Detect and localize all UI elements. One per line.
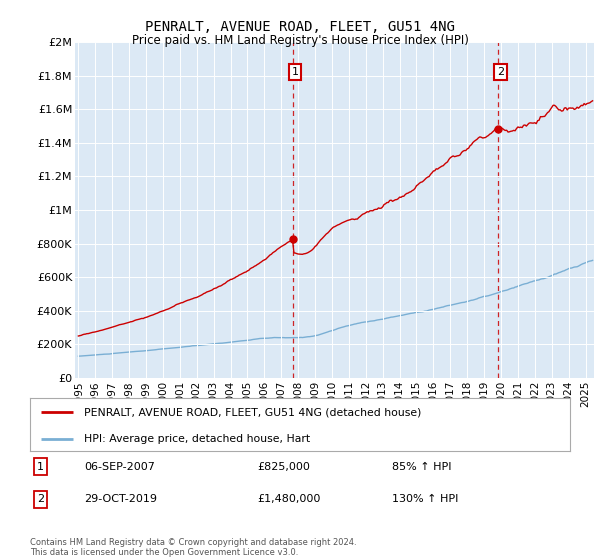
Text: Price paid vs. HM Land Registry's House Price Index (HPI): Price paid vs. HM Land Registry's House … <box>131 34 469 46</box>
Text: 2: 2 <box>37 494 44 505</box>
Text: HPI: Average price, detached house, Hart: HPI: Average price, detached house, Hart <box>84 434 310 444</box>
Text: PENRALT, AVENUE ROAD, FLEET, GU51 4NG (detached house): PENRALT, AVENUE ROAD, FLEET, GU51 4NG (d… <box>84 408 421 418</box>
Text: £825,000: £825,000 <box>257 461 310 472</box>
Text: PENRALT, AVENUE ROAD, FLEET, GU51 4NG: PENRALT, AVENUE ROAD, FLEET, GU51 4NG <box>145 20 455 34</box>
Text: 2: 2 <box>497 67 504 77</box>
Text: £1,480,000: £1,480,000 <box>257 494 320 505</box>
Text: 130% ↑ HPI: 130% ↑ HPI <box>392 494 458 505</box>
Text: 29-OCT-2019: 29-OCT-2019 <box>84 494 157 505</box>
Text: 1: 1 <box>37 461 44 472</box>
Text: 06-SEP-2007: 06-SEP-2007 <box>84 461 155 472</box>
Text: 85% ↑ HPI: 85% ↑ HPI <box>392 461 451 472</box>
Text: Contains HM Land Registry data © Crown copyright and database right 2024.
This d: Contains HM Land Registry data © Crown c… <box>30 538 356 557</box>
Text: 1: 1 <box>292 67 299 77</box>
